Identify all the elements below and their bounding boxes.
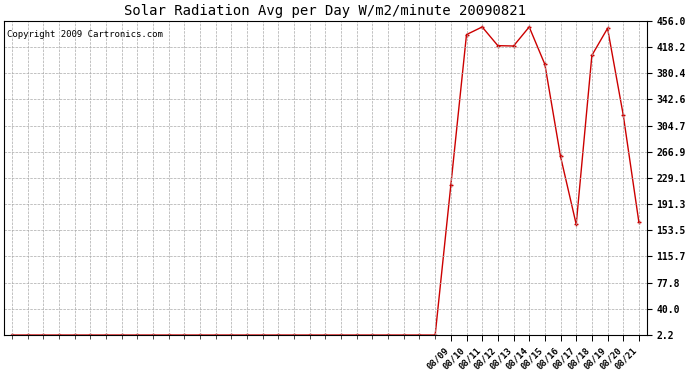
Title: Solar Radiation Avg per Day W/m2/minute 20090821: Solar Radiation Avg per Day W/m2/minute … <box>124 4 526 18</box>
Text: Copyright 2009 Cartronics.com: Copyright 2009 Cartronics.com <box>8 30 164 39</box>
